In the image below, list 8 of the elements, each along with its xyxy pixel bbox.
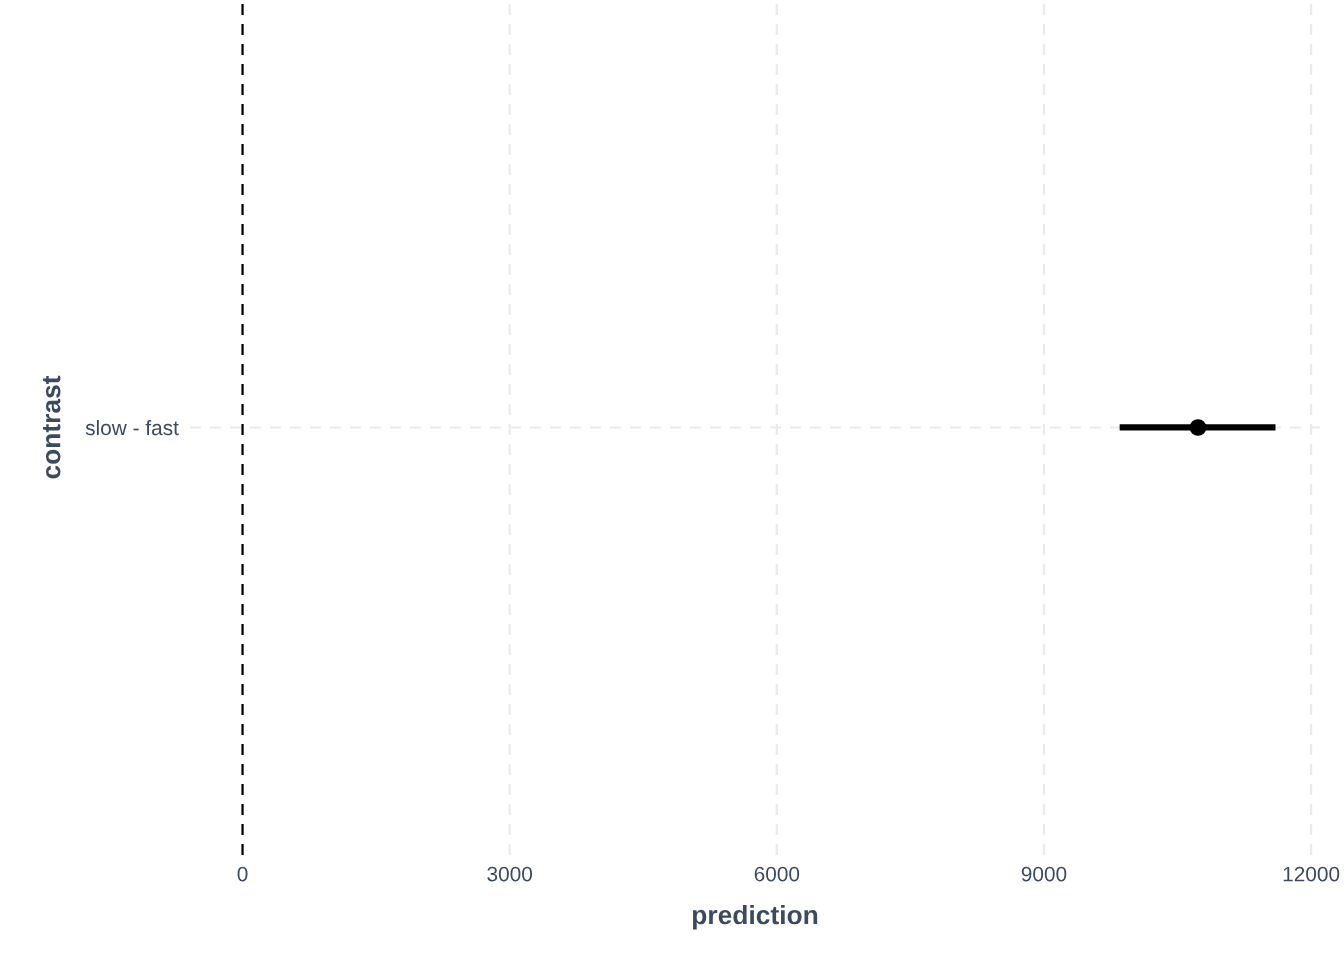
x-tick-label: 6000 <box>754 866 800 882</box>
x-tick-label: 0 <box>237 866 248 882</box>
x-tick-label: 9000 <box>1021 866 1067 882</box>
y-tick-label: slow - fast <box>85 419 179 436</box>
x-tick-label: 3000 <box>487 866 533 882</box>
x-tick-label: 12000 <box>1283 866 1340 882</box>
y-axis-title: contrast <box>42 375 61 479</box>
x-axis-title: prediction <box>692 904 818 930</box>
